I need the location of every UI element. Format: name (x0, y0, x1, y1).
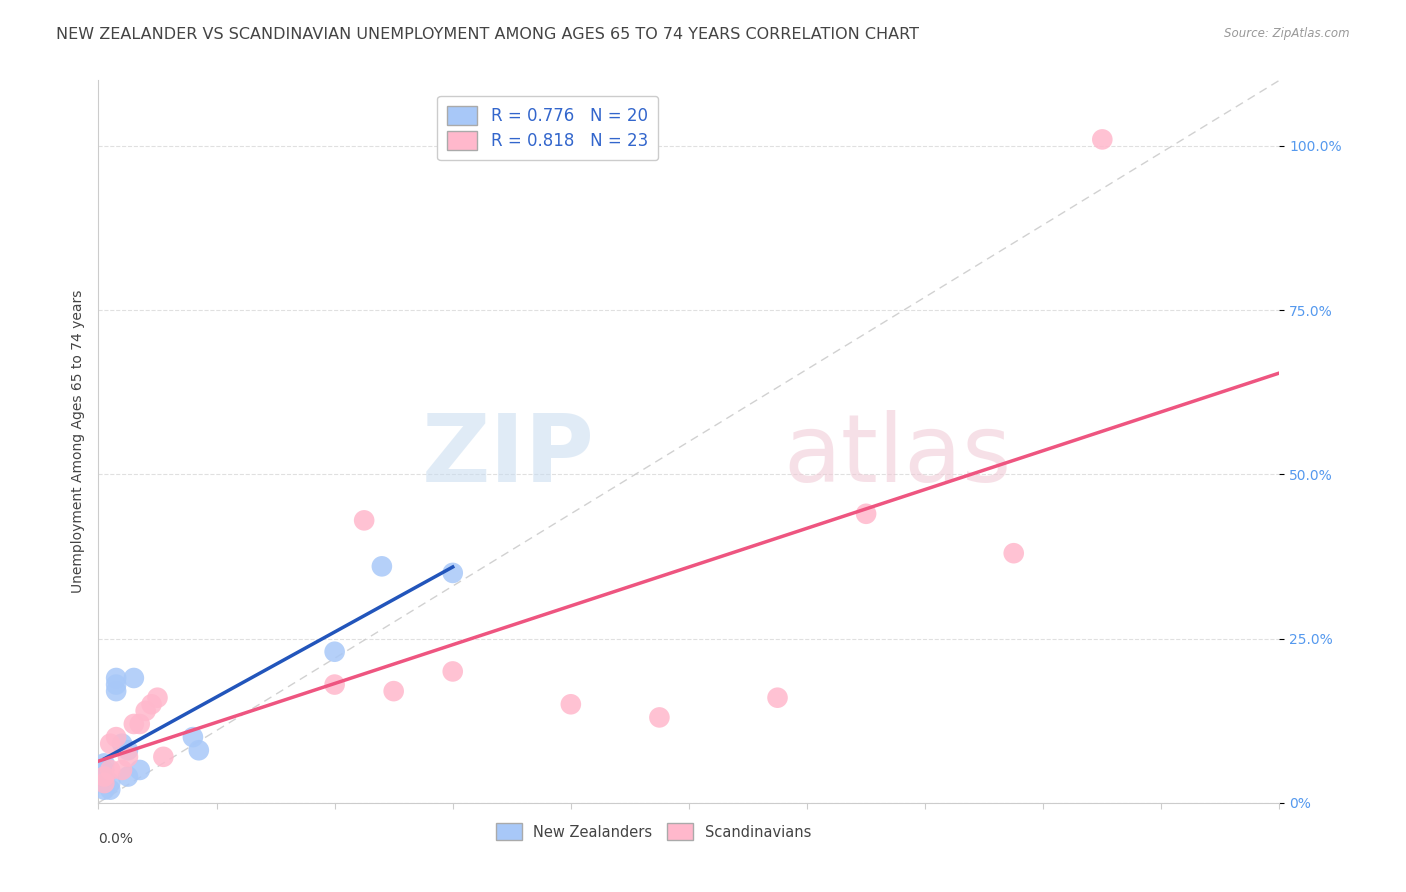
Point (141, 698, 163, 712)
Point (135, 704, 157, 718)
Point (105, 684, 128, 698)
Point (93, 770, 115, 784)
Point (93, 776, 115, 790)
Point (128, 763, 150, 777)
Point (93, 776, 115, 790)
Point (105, 730, 128, 744)
Text: NEW ZEALANDER VS SCANDINAVIAN UNEMPLOYMENT AMONG AGES 65 TO 74 YEARS CORRELATION: NEW ZEALANDER VS SCANDINAVIAN UNEMPLOYME… (56, 27, 920, 42)
Text: 0.0%: 0.0% (98, 831, 134, 846)
Point (117, 770, 139, 784)
Y-axis label: Unemployment Among Ages 65 to 74 years: Unemployment Among Ages 65 to 74 years (70, 290, 84, 593)
Point (441, 665, 464, 679)
Point (323, 645, 346, 659)
Point (648, 710, 671, 724)
Point (98, 737, 121, 751)
Point (105, 671, 128, 685)
Point (122, 671, 145, 685)
Text: Source: ZipAtlas.com: Source: ZipAtlas.com (1225, 27, 1350, 40)
Point (111, 737, 134, 751)
Point (371, 559, 394, 574)
Point (98, 782, 121, 797)
Point (560, 698, 582, 712)
Point (152, 749, 174, 764)
Legend: New Zealanders, Scandinavians: New Zealanders, Scandinavians (489, 818, 817, 847)
Point (353, 513, 375, 527)
Point (1002, 546, 1025, 560)
Point (122, 717, 145, 731)
Point (323, 677, 346, 691)
Point (98, 763, 121, 777)
Point (146, 690, 169, 705)
Text: atlas: atlas (783, 410, 1012, 502)
Point (441, 566, 464, 580)
Point (382, 684, 405, 698)
Point (105, 677, 128, 691)
Point (117, 743, 139, 757)
Point (93, 782, 115, 797)
Point (111, 763, 134, 777)
Point (128, 717, 150, 731)
Point (181, 730, 204, 744)
Point (98, 776, 121, 790)
Point (187, 743, 209, 757)
Text: ZIP: ZIP (422, 410, 595, 502)
Point (766, 690, 789, 705)
Point (93, 756, 115, 771)
Point (1091, 132, 1114, 146)
Point (93, 763, 115, 777)
Point (855, 507, 877, 521)
Point (117, 749, 139, 764)
Point (93, 770, 115, 784)
